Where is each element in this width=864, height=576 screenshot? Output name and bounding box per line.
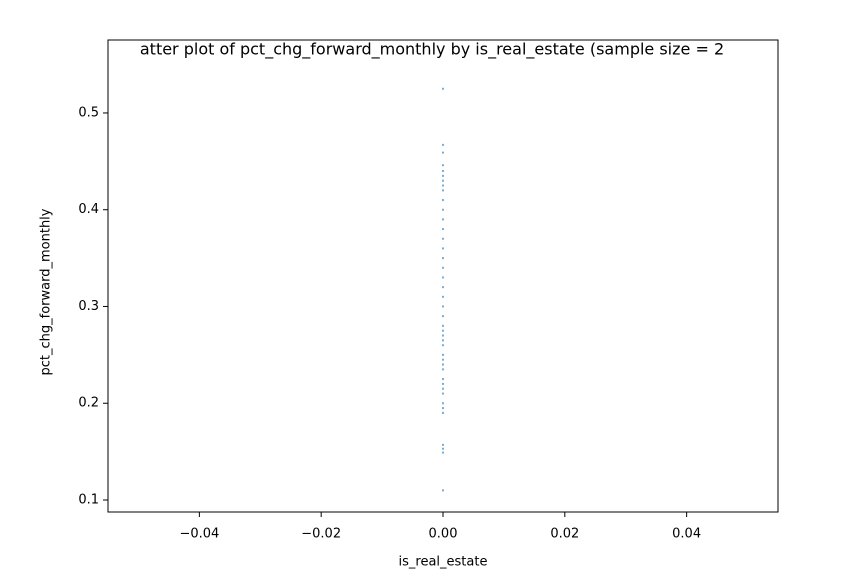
point [442, 378, 444, 381]
point [442, 387, 444, 390]
point [442, 237, 444, 240]
x-tick-label: 0.00 [429, 527, 458, 542]
plot-frame [107, 39, 779, 513]
point [442, 451, 444, 454]
point [442, 286, 444, 289]
point [442, 151, 444, 154]
point [442, 411, 444, 414]
point [442, 363, 444, 366]
point [442, 184, 444, 187]
point [442, 87, 444, 90]
point [442, 447, 444, 450]
x-tick-label: 0.04 [672, 527, 701, 542]
point [442, 353, 444, 356]
y-tick-label: 0.1 [78, 493, 99, 508]
point [442, 247, 444, 250]
x-tick-label: −0.04 [179, 527, 219, 542]
point [442, 174, 444, 177]
point [442, 179, 444, 182]
point [442, 382, 444, 385]
point [442, 324, 444, 327]
y-tick-label: 0.3 [78, 299, 99, 314]
point [442, 315, 444, 318]
point [442, 407, 444, 410]
point [442, 276, 444, 279]
point [442, 305, 444, 308]
x-tick-label: 0.02 [550, 527, 579, 542]
point [442, 266, 444, 269]
point [442, 208, 444, 211]
point [442, 392, 444, 395]
y-tick-label: 0.2 [78, 396, 99, 411]
point [442, 189, 444, 192]
point [442, 257, 444, 260]
point [442, 368, 444, 371]
point [442, 358, 444, 361]
y-tick-label: 0.5 [78, 105, 99, 120]
point [442, 143, 444, 146]
point [442, 344, 444, 347]
point [442, 199, 444, 202]
x-axis-label: is_real_estate [399, 555, 488, 570]
point [442, 334, 444, 337]
point [442, 228, 444, 231]
point [442, 489, 444, 492]
x-tick-label: −0.02 [301, 527, 341, 542]
point [442, 218, 444, 221]
y-tick-label: 0.4 [78, 202, 99, 217]
point [442, 295, 444, 298]
point [442, 170, 444, 173]
point [442, 339, 444, 342]
point [442, 443, 444, 446]
point [442, 329, 444, 332]
y-axis-label: pct_chg_forward_monthly [39, 208, 54, 375]
point [442, 402, 444, 405]
chart-title: atter plot of pct_chg_forward_monthly by… [140, 40, 724, 60]
point [442, 164, 444, 167]
